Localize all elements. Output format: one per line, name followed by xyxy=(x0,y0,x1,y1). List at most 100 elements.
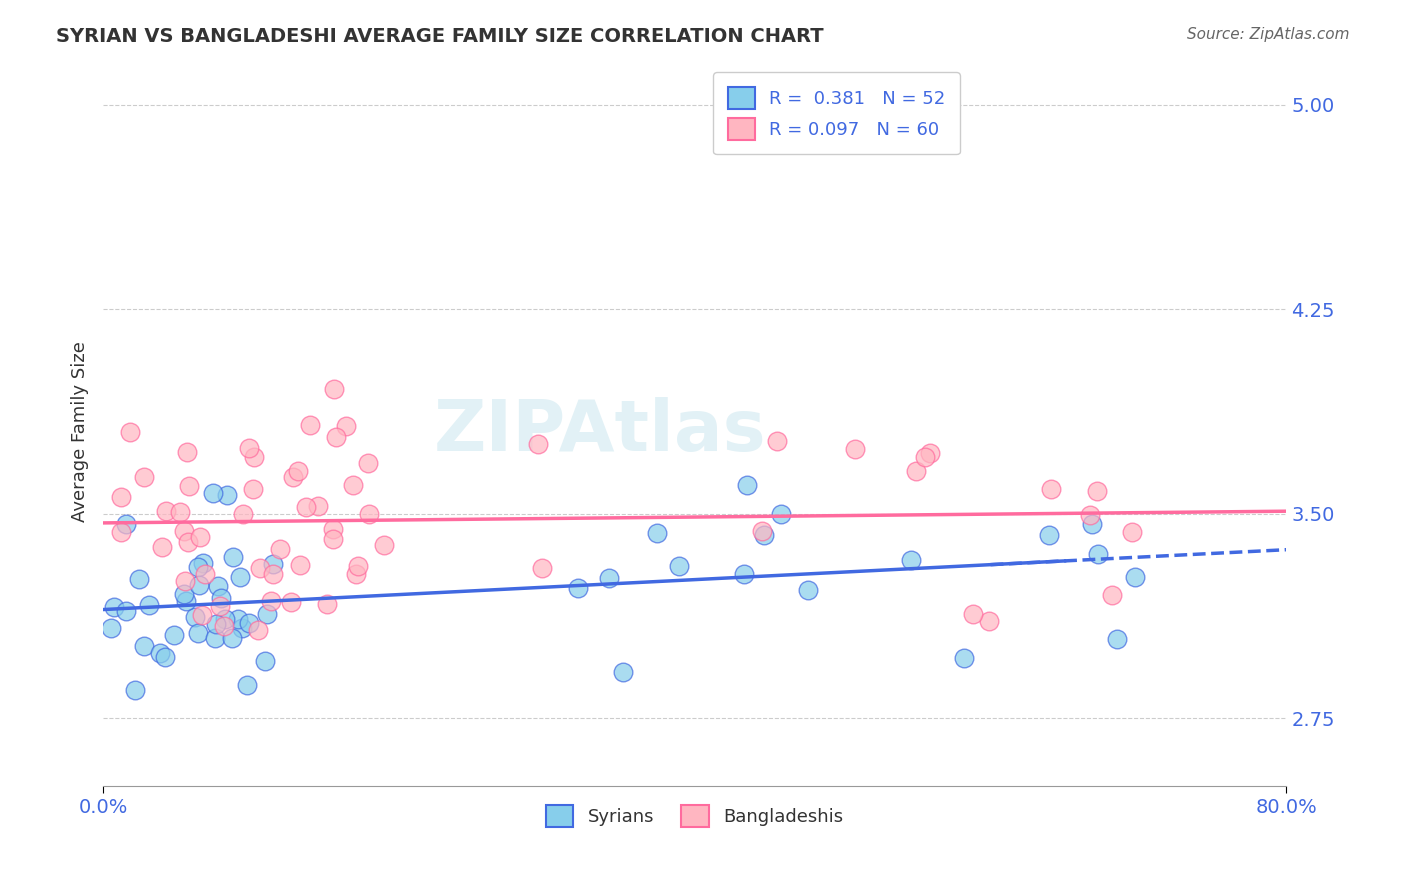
Point xyxy=(238,615,260,630)
Point xyxy=(1087,547,1109,561)
Point xyxy=(844,442,866,457)
Point xyxy=(765,434,787,449)
Point xyxy=(134,470,156,484)
Point xyxy=(612,665,634,679)
Point xyxy=(149,646,172,660)
Point xyxy=(1101,588,1123,602)
Point xyxy=(280,595,302,609)
Point xyxy=(246,624,269,638)
Point xyxy=(295,500,318,514)
Point xyxy=(287,464,309,478)
Point xyxy=(335,418,357,433)
Point xyxy=(359,507,381,521)
Point xyxy=(173,524,195,539)
Point xyxy=(1123,569,1146,583)
Point xyxy=(299,418,322,433)
Point xyxy=(236,678,259,692)
Text: SYRIAN VS BANGLADESHI AVERAGE FAMILY SIZE CORRELATION CHART: SYRIAN VS BANGLADESHI AVERAGE FAMILY SIZ… xyxy=(56,27,824,45)
Point xyxy=(356,456,378,470)
Point xyxy=(110,525,132,540)
Point xyxy=(904,464,927,478)
Point xyxy=(323,382,346,396)
Point xyxy=(531,561,554,575)
Point xyxy=(290,558,312,573)
Point xyxy=(232,508,254,522)
Point xyxy=(169,505,191,519)
Y-axis label: Average Family Size: Average Family Size xyxy=(72,342,89,523)
Point xyxy=(207,579,229,593)
Point xyxy=(316,597,339,611)
Point xyxy=(1081,516,1104,531)
Point xyxy=(952,651,974,665)
Point xyxy=(344,567,367,582)
Point xyxy=(918,445,941,459)
Point xyxy=(249,560,271,574)
Point xyxy=(128,572,150,586)
Point xyxy=(751,524,773,538)
Point xyxy=(260,594,283,608)
Point xyxy=(373,538,395,552)
Point xyxy=(322,522,344,536)
Point xyxy=(1107,632,1129,646)
Point xyxy=(124,682,146,697)
Point xyxy=(226,612,249,626)
Point xyxy=(1121,525,1143,540)
Point xyxy=(668,558,690,573)
Point xyxy=(191,557,214,571)
Point xyxy=(177,479,200,493)
Point xyxy=(1039,482,1062,496)
Point xyxy=(598,571,620,585)
Point xyxy=(281,470,304,484)
Point xyxy=(150,540,173,554)
Point xyxy=(269,542,291,557)
Point xyxy=(208,599,231,613)
Point xyxy=(177,535,200,549)
Point xyxy=(342,478,364,492)
Point xyxy=(214,619,236,633)
Point xyxy=(201,486,224,500)
Point xyxy=(325,430,347,444)
Point xyxy=(222,549,245,564)
Point xyxy=(262,566,284,581)
Point xyxy=(187,626,209,640)
Point xyxy=(322,533,344,547)
Point xyxy=(110,491,132,505)
Point xyxy=(204,632,226,646)
Point xyxy=(138,598,160,612)
Point xyxy=(153,650,176,665)
Point xyxy=(962,607,984,622)
Point xyxy=(243,450,266,464)
Point xyxy=(115,516,138,531)
Point xyxy=(347,558,370,573)
Point xyxy=(977,614,1000,628)
Point xyxy=(1085,483,1108,498)
Text: Source: ZipAtlas.com: Source: ZipAtlas.com xyxy=(1187,27,1350,42)
Point xyxy=(733,567,755,582)
Point xyxy=(231,621,253,635)
Point xyxy=(174,574,197,588)
Point xyxy=(114,604,136,618)
Point xyxy=(526,436,548,450)
Text: ZIPAtlas: ZIPAtlas xyxy=(434,398,766,467)
Point xyxy=(752,527,775,541)
Point xyxy=(187,559,209,574)
Point xyxy=(103,599,125,614)
Point xyxy=(194,566,217,581)
Point xyxy=(256,607,278,621)
Point xyxy=(209,591,232,605)
Point xyxy=(100,621,122,635)
Point xyxy=(174,593,197,607)
Point xyxy=(262,557,284,571)
Point xyxy=(900,553,922,567)
Point xyxy=(797,582,820,597)
Point xyxy=(118,425,141,439)
Point xyxy=(188,531,211,545)
Point xyxy=(217,488,239,502)
Point xyxy=(229,570,252,584)
Point xyxy=(221,632,243,646)
Point xyxy=(254,654,277,668)
Point xyxy=(134,639,156,653)
Point xyxy=(163,628,186,642)
Point xyxy=(188,577,211,591)
Point xyxy=(155,504,177,518)
